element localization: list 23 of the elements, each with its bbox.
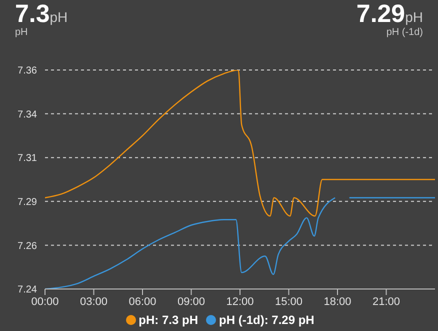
text: 7.3: [15, 0, 50, 28]
text: pH: [15, 27, 29, 38]
x-tick-label: 00:00: [31, 296, 59, 308]
x-tick-label: 03:00: [80, 296, 108, 308]
text: pH: [50, 9, 68, 25]
y-tick-label: 7.26: [18, 240, 38, 252]
x-tick-label: 21:00: [372, 296, 400, 308]
x-tick-label: 09:00: [177, 296, 206, 308]
y-tick-label: 7.34: [18, 109, 38, 120]
legend-label: pH (-1d): 7.29 pH: [219, 313, 314, 327]
y-tick-label: 7.31: [18, 153, 38, 164]
x-tick-label: 18:00: [324, 296, 352, 308]
x-tick-label: 06:00: [128, 296, 156, 308]
x-tick-label: 15:00: [274, 296, 303, 308]
text: pH: [405, 9, 423, 25]
y-tick-label: 7.36: [18, 66, 38, 77]
text: pH (-1d): [385, 27, 423, 38]
y-tick-label: 7.24: [18, 284, 38, 296]
x-tick-label: 12:00: [226, 296, 254, 308]
legend-label: pH: 7.3 pH: [138, 313, 198, 327]
text: 7.29: [356, 0, 406, 28]
line-series: [45, 70, 435, 217]
y-tick-label: 7.29: [18, 196, 38, 208]
